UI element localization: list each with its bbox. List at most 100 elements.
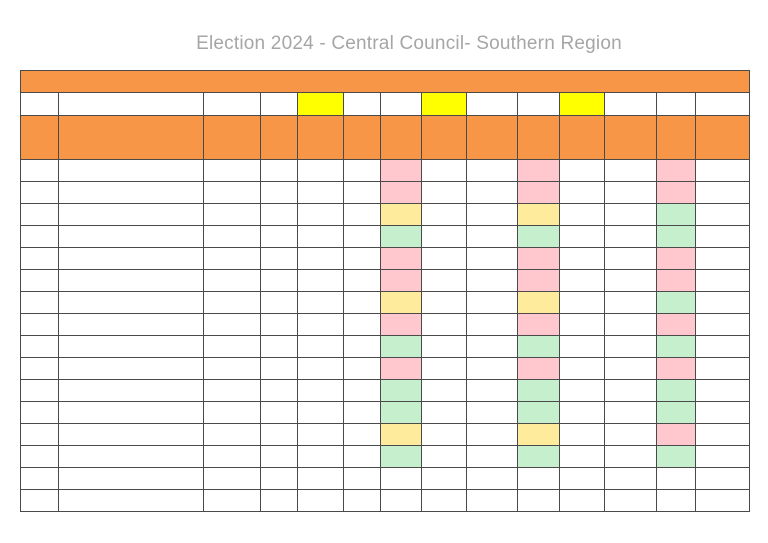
grid-cell[interactable] <box>380 467 422 490</box>
grid-cell[interactable] <box>694 92 751 116</box>
grid-cell[interactable] <box>343 467 381 490</box>
grid-cell[interactable] <box>203 379 261 402</box>
grid-cell[interactable] <box>20 181 59 204</box>
grid-cell[interactable] <box>203 423 261 446</box>
grid-cell[interactable] <box>20 203 59 226</box>
grid-cell[interactable] <box>421 423 467 446</box>
status-cell[interactable] <box>656 335 696 358</box>
grid-cell[interactable] <box>694 335 751 358</box>
grid-cell[interactable] <box>466 489 518 512</box>
grid-cell[interactable] <box>20 335 59 358</box>
grid-cell[interactable] <box>203 159 261 182</box>
grid-cell[interactable] <box>466 269 518 292</box>
grid-cell[interactable] <box>517 489 560 512</box>
grid-cell[interactable] <box>343 247 381 270</box>
grid-cell[interactable] <box>466 313 518 336</box>
header-cell[interactable] <box>203 115 261 160</box>
grid-cell[interactable] <box>604 357 657 380</box>
grid-cell[interactable] <box>20 401 59 424</box>
grid-cell[interactable] <box>260 423 298 446</box>
grid-cell[interactable] <box>694 467 751 490</box>
grid-cell[interactable] <box>559 159 605 182</box>
grid-cell[interactable] <box>20 445 59 468</box>
grid-cell[interactable] <box>20 467 59 490</box>
grid-cell[interactable] <box>58 159 204 182</box>
grid-cell[interactable] <box>559 489 605 512</box>
status-cell[interactable] <box>656 181 696 204</box>
grid-cell[interactable] <box>694 291 751 314</box>
grid-cell[interactable] <box>58 269 204 292</box>
status-cell[interactable] <box>517 269 560 292</box>
grid-cell[interactable] <box>297 401 344 424</box>
grid-cell[interactable] <box>260 203 298 226</box>
status-cell[interactable] <box>517 291 560 314</box>
grid-cell[interactable] <box>260 445 298 468</box>
grid-cell[interactable] <box>260 181 298 204</box>
grid-cell[interactable] <box>297 203 344 226</box>
status-cell[interactable] <box>656 159 696 182</box>
grid-cell[interactable] <box>656 489 696 512</box>
header-cell[interactable] <box>694 115 751 160</box>
grid-cell[interactable] <box>203 357 261 380</box>
grid-cell[interactable] <box>20 357 59 380</box>
grid-cell[interactable] <box>343 181 381 204</box>
grid-cell[interactable] <box>260 247 298 270</box>
grid-cell[interactable] <box>380 489 422 512</box>
grid-cell[interactable] <box>343 269 381 292</box>
grid-cell[interactable] <box>559 379 605 402</box>
grid-cell[interactable] <box>694 379 751 402</box>
grid-cell[interactable] <box>694 357 751 380</box>
grid-cell[interactable] <box>58 181 204 204</box>
status-cell[interactable] <box>380 291 422 314</box>
grid-cell[interactable] <box>694 225 751 248</box>
grid-cell[interactable] <box>203 225 261 248</box>
grid-cell[interactable] <box>343 379 381 402</box>
grid-cell[interactable] <box>466 225 518 248</box>
grid-cell[interactable] <box>260 225 298 248</box>
status-cell[interactable] <box>656 445 696 468</box>
grid-cell[interactable] <box>58 357 204 380</box>
grid-cell[interactable] <box>203 291 261 314</box>
grid-cell[interactable] <box>421 269 467 292</box>
grid-cell[interactable] <box>260 467 298 490</box>
yellow-marker-cell[interactable] <box>559 92 605 116</box>
grid-cell[interactable] <box>260 401 298 424</box>
grid-cell[interactable] <box>297 445 344 468</box>
grid-cell[interactable] <box>343 423 381 446</box>
status-cell[interactable] <box>517 423 560 446</box>
grid-cell[interactable] <box>343 357 381 380</box>
grid-cell[interactable] <box>343 313 381 336</box>
yellow-marker-cell[interactable] <box>421 92 467 116</box>
grid-cell[interactable] <box>297 379 344 402</box>
grid-cell[interactable] <box>203 335 261 358</box>
grid-cell[interactable] <box>20 92 59 116</box>
status-cell[interactable] <box>517 357 560 380</box>
grid-cell[interactable] <box>604 401 657 424</box>
grid-cell[interactable] <box>559 423 605 446</box>
grid-cell[interactable] <box>559 203 605 226</box>
grid-cell[interactable] <box>604 467 657 490</box>
grid-cell[interactable] <box>380 92 422 116</box>
grid-cell[interactable] <box>343 203 381 226</box>
grid-cell[interactable] <box>260 489 298 512</box>
grid-cell[interactable] <box>297 247 344 270</box>
grid-cell[interactable] <box>466 203 518 226</box>
grid-cell[interactable] <box>559 445 605 468</box>
grid-cell[interactable] <box>604 181 657 204</box>
grid-cell[interactable] <box>466 247 518 270</box>
grid-cell[interactable] <box>604 335 657 358</box>
grid-cell[interactable] <box>421 489 467 512</box>
grid-cell[interactable] <box>559 357 605 380</box>
grid-cell[interactable] <box>203 247 261 270</box>
grid-cell[interactable] <box>20 269 59 292</box>
header-cell[interactable] <box>517 115 560 160</box>
header-cell[interactable] <box>20 115 59 160</box>
status-cell[interactable] <box>656 269 696 292</box>
grid-cell[interactable] <box>604 159 657 182</box>
grid-cell[interactable] <box>604 291 657 314</box>
grid-cell[interactable] <box>559 247 605 270</box>
grid-cell[interactable] <box>58 423 204 446</box>
status-cell[interactable] <box>517 401 560 424</box>
grid-cell[interactable] <box>466 401 518 424</box>
grid-cell[interactable] <box>559 335 605 358</box>
